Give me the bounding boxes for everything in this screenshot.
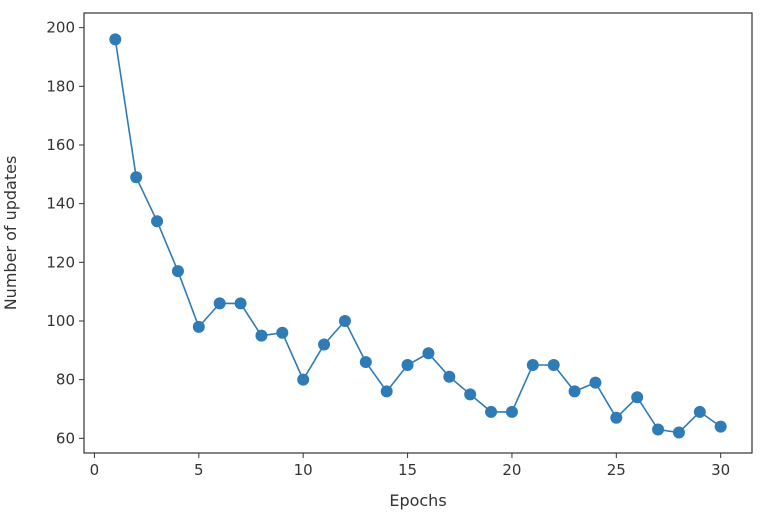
x-tick-label: 0 [90, 461, 100, 479]
data-point [255, 329, 268, 342]
data-point [505, 405, 518, 418]
data-point [526, 359, 539, 371]
series-line-layer [114, 39, 722, 434]
data-point [401, 359, 414, 371]
data-point [610, 411, 623, 424]
plot-frame [83, 12, 753, 454]
y-axis-label: Number of updates [1, 156, 20, 311]
data-point [485, 405, 498, 418]
data-point [234, 297, 247, 310]
data-point [652, 423, 665, 436]
data-point [568, 385, 581, 398]
data-point [213, 297, 226, 310]
data-point [693, 405, 706, 418]
y-tick-label: 120 [46, 253, 75, 271]
data-point [171, 265, 184, 278]
data-point [151, 215, 164, 228]
data-point [276, 326, 289, 339]
y-tick-label: 80 [56, 371, 75, 389]
x-axis-label: Epochs [389, 491, 446, 510]
y-tick-label: 60 [56, 429, 75, 447]
data-point [130, 171, 143, 184]
data-point [422, 347, 435, 360]
x-tick-label: 25 [607, 461, 626, 479]
data-point [547, 359, 560, 371]
x-tick-label: 30 [711, 461, 730, 479]
y-tick-label: 200 [46, 19, 75, 37]
data-point [297, 373, 310, 386]
data-point [443, 370, 456, 383]
data-point [631, 391, 644, 404]
series-line [114, 39, 722, 434]
data-point [338, 315, 351, 327]
data-points-layer [109, 33, 727, 439]
y-tick-label: 180 [46, 77, 75, 95]
data-point [359, 356, 372, 369]
data-point [714, 420, 727, 433]
x-tick-label: 15 [398, 461, 417, 479]
x-tick-label: 20 [502, 461, 521, 479]
y-tick-label: 100 [46, 312, 75, 330]
data-point [192, 320, 205, 333]
data-point [672, 426, 685, 439]
data-point [589, 376, 602, 389]
ticks-layer: 0 5 10 15 20 25 30 60 80 100 120 140 160 180 200 [46, 19, 730, 479]
x-tick-label: 10 [294, 461, 313, 479]
y-tick-label: 160 [46, 136, 75, 154]
y-tick-label: 140 [46, 195, 75, 213]
data-point [380, 385, 393, 398]
data-point [464, 388, 477, 401]
data-point [109, 33, 122, 46]
data-point [318, 338, 331, 351]
x-tick-label: 5 [194, 461, 204, 479]
